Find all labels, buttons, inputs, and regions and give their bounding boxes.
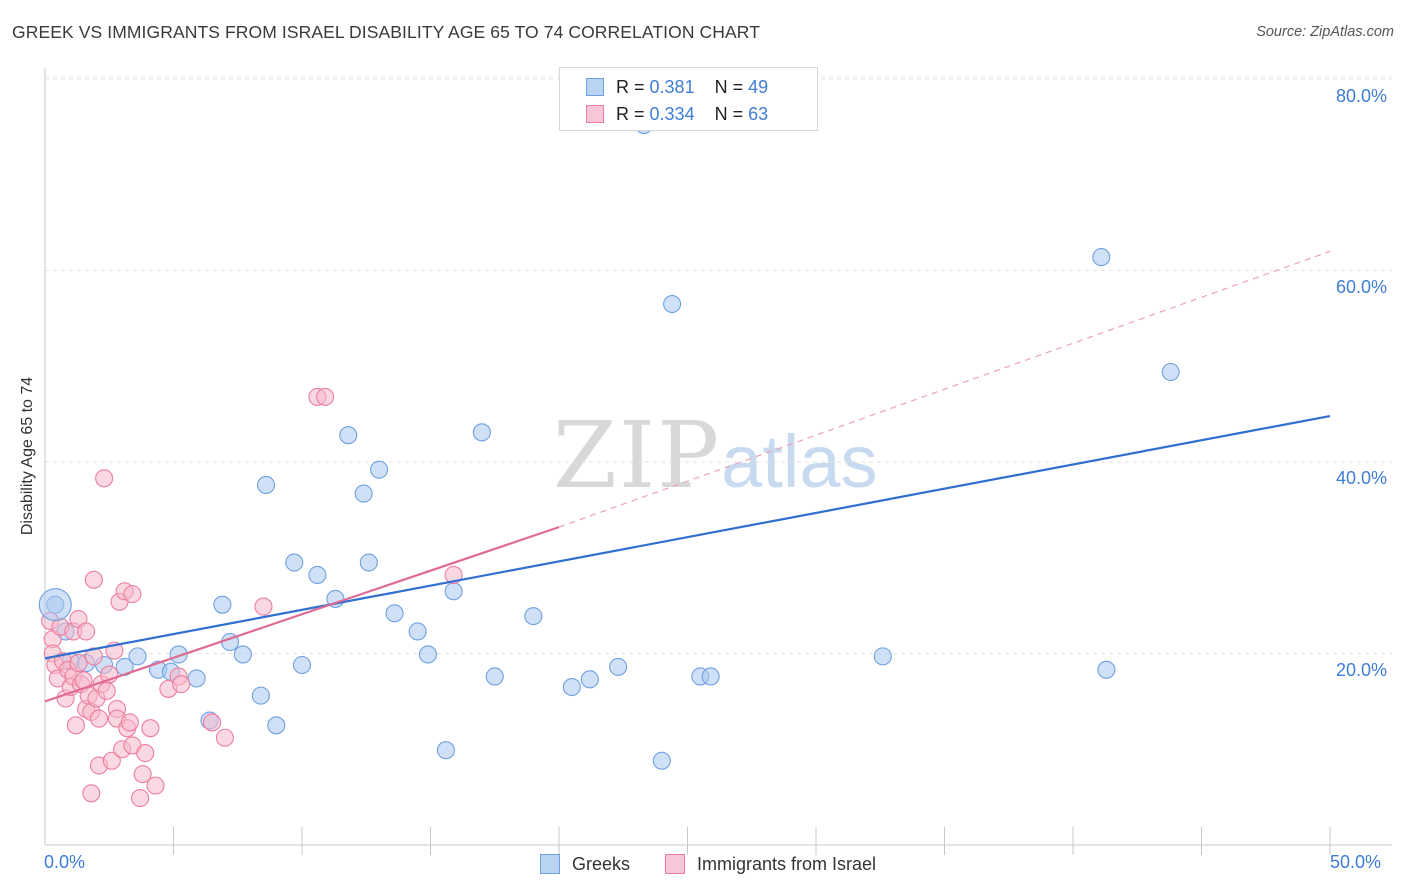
- point-israel: [84, 570, 103, 589]
- trendline-israel-projection: [558, 250, 1331, 528]
- legend-n-value: 49: [748, 76, 769, 97]
- point-greeks: [370, 460, 389, 479]
- point-israel: [95, 469, 114, 488]
- point-greeks: [663, 294, 682, 314]
- point-greeks: [609, 657, 628, 676]
- y-tick-label-80: 80.0%: [1336, 86, 1388, 106]
- legend-n-value: 63: [748, 103, 769, 124]
- legend-r-value: 0.334: [649, 103, 695, 124]
- point-greeks: [408, 622, 427, 641]
- point-greeks: [213, 595, 232, 614]
- point-greeks: [285, 553, 304, 572]
- legend-swatch-israel: [586, 105, 604, 123]
- point-greeks: [444, 582, 463, 601]
- bottom-legend-greeks: Greeks: [540, 852, 630, 876]
- legend-n-label: N =: [714, 76, 744, 97]
- watermark-zip: ZIP: [553, 402, 722, 509]
- point-greeks: [1161, 362, 1180, 382]
- point-israel: [69, 654, 88, 673]
- correlation-legend: R = 0.381 N = 49 R = 0.334 N = 63: [559, 67, 818, 131]
- point-greeks: [187, 669, 206, 688]
- point-greeks: [354, 484, 373, 503]
- y-tick-label-40: 40.0%: [1336, 468, 1388, 488]
- source-note: Source: ZipAtlas.com: [1256, 24, 1394, 40]
- bottom-legend-label-israel: Immigrants from Israel: [697, 853, 877, 874]
- point-greeks: [562, 677, 581, 697]
- x-tick-label-max: 50.0%: [1330, 852, 1382, 872]
- point-greeks: [1092, 248, 1111, 267]
- point-israel: [172, 675, 191, 694]
- point-israel: [133, 765, 152, 784]
- watermark: ZIPatlas: [553, 402, 877, 509]
- point-greeks: [267, 716, 286, 735]
- point-greeks: [251, 686, 270, 705]
- legend-row-israel: R = 0.334 N = 63: [586, 101, 768, 127]
- point-greeks: [233, 645, 252, 664]
- legend-r-label: R =: [616, 76, 645, 97]
- point-greeks: [385, 604, 404, 623]
- point-greeks-large: [38, 588, 72, 622]
- x-tick-label-min: 0.0%: [44, 852, 86, 872]
- y-tick-label-60: 60.0%: [1336, 277, 1388, 297]
- point-greeks: [524, 607, 543, 626]
- point-israel: [136, 744, 155, 763]
- point-israel: [77, 622, 96, 641]
- point-israel: [123, 585, 142, 604]
- chart-title: GREEK VS IMMIGRANTS FROM ISRAEL DISABILI…: [12, 22, 760, 42]
- point-israel: [215, 728, 234, 747]
- point-israel: [66, 716, 85, 735]
- point-greeks: [580, 670, 599, 689]
- point-israel: [97, 681, 116, 700]
- bottom-legend-swatch-israel: [665, 854, 685, 874]
- point-greeks: [339, 426, 358, 445]
- point-greeks: [256, 475, 276, 495]
- point-greeks: [701, 667, 720, 686]
- point-israel: [316, 387, 335, 406]
- point-israel: [203, 713, 222, 732]
- point-greeks: [436, 741, 455, 760]
- point-israel: [102, 751, 121, 770]
- point-greeks: [1097, 660, 1116, 679]
- point-israel: [82, 784, 101, 803]
- trendline-israel: [44, 526, 560, 703]
- point-greeks: [308, 565, 327, 585]
- point-greeks: [485, 667, 504, 686]
- point-israel: [89, 709, 109, 728]
- point-greeks: [359, 553, 378, 572]
- bottom-legend-label-greeks: Greeks: [572, 853, 631, 874]
- bottom-legend-swatch-greeks: [540, 854, 560, 874]
- point-greeks: [472, 423, 491, 442]
- point-greeks: [292, 655, 312, 675]
- y-tick-label-20: 20.0%: [1336, 660, 1388, 680]
- point-israel: [120, 713, 139, 732]
- point-israel: [131, 789, 150, 808]
- point-israel: [254, 597, 273, 616]
- legend-r-label: R =: [616, 103, 645, 124]
- point-israel: [444, 565, 463, 585]
- point-greeks: [873, 647, 892, 666]
- point-israel: [146, 776, 165, 795]
- point-israel: [84, 647, 103, 666]
- legend-r-value: 0.381: [649, 76, 695, 97]
- trendline-greeks: [44, 414, 1331, 660]
- point-greeks: [418, 645, 437, 664]
- point-greeks: [128, 647, 147, 666]
- legend-n-label: N =: [714, 103, 744, 124]
- point-greeks: [652, 751, 671, 770]
- point-israel: [141, 719, 160, 738]
- bottom-legend-israel: Immigrants from Israel: [665, 852, 876, 876]
- legend-row-greeks: R = 0.381 N = 49: [586, 74, 768, 100]
- point-greeks: [169, 645, 188, 664]
- legend-swatch-greeks: [586, 78, 604, 96]
